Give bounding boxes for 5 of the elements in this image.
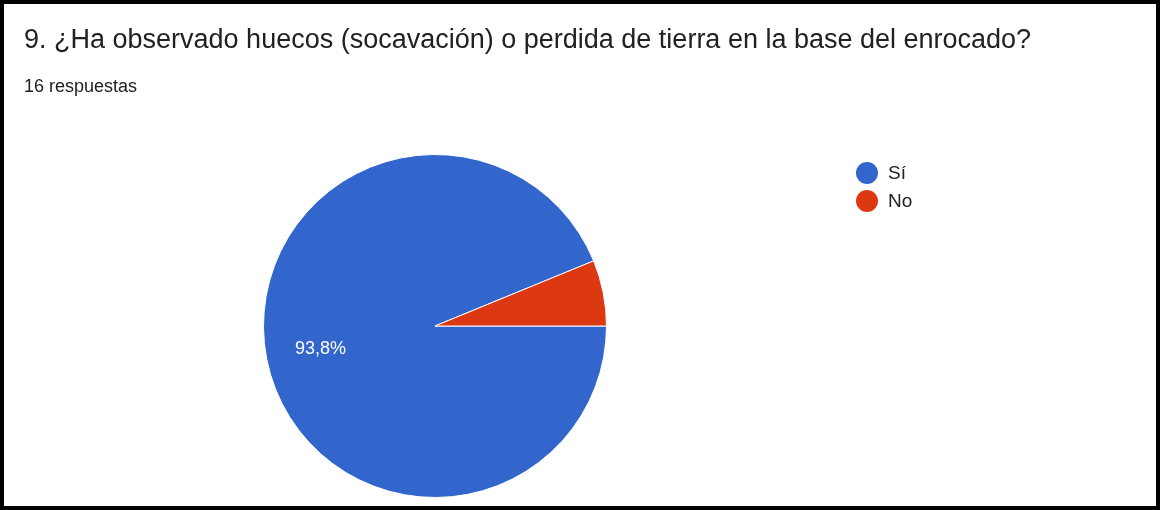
data-label: 93,8%	[295, 337, 347, 358]
legend-label: No	[888, 190, 913, 212]
chart-title: 9. ¿Ha observado huecos (socavación) o perdida de tierra en la base del enrocado?	[24, 24, 1032, 55]
text: 16 respuestas	[24, 76, 138, 97]
legend-label: Sí	[888, 162, 906, 184]
